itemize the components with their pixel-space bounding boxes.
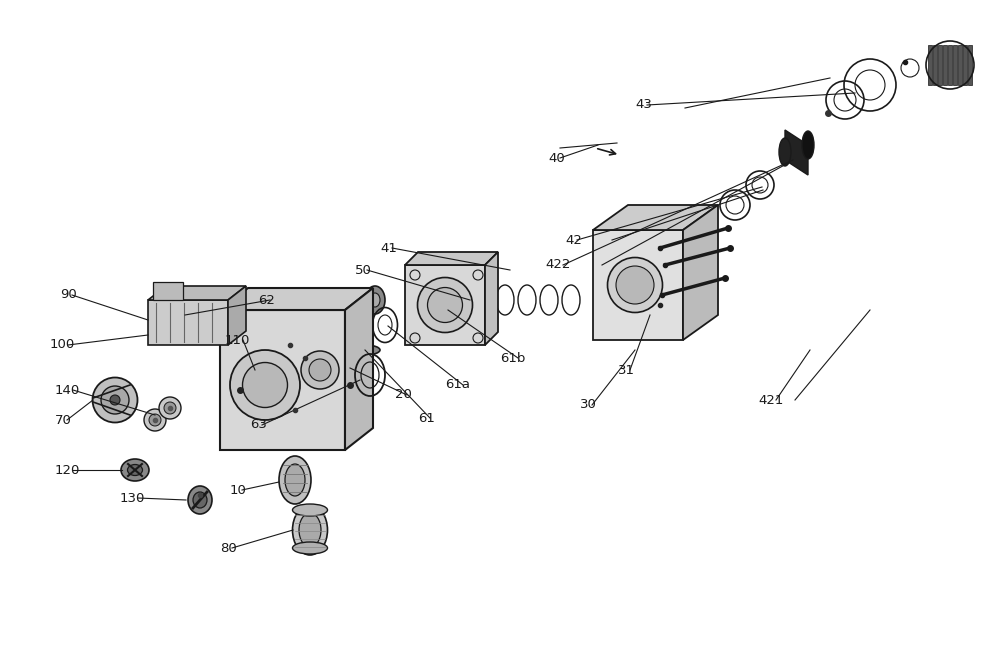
Polygon shape bbox=[220, 288, 373, 310]
Polygon shape bbox=[228, 286, 246, 345]
Ellipse shape bbox=[149, 414, 161, 426]
Polygon shape bbox=[220, 310, 345, 450]
Polygon shape bbox=[683, 205, 718, 340]
Text: 20: 20 bbox=[395, 389, 412, 402]
Ellipse shape bbox=[285, 464, 305, 496]
Ellipse shape bbox=[230, 350, 300, 420]
Text: 422: 422 bbox=[545, 258, 570, 271]
Text: 40: 40 bbox=[548, 151, 565, 164]
Polygon shape bbox=[938, 45, 942, 85]
Polygon shape bbox=[148, 286, 246, 300]
Ellipse shape bbox=[164, 402, 176, 414]
Polygon shape bbox=[953, 45, 957, 85]
Ellipse shape bbox=[365, 286, 385, 314]
Ellipse shape bbox=[292, 505, 328, 555]
Text: 43: 43 bbox=[635, 99, 652, 112]
Text: 31: 31 bbox=[618, 363, 635, 376]
Text: 90: 90 bbox=[60, 289, 77, 302]
Text: 100: 100 bbox=[50, 339, 75, 352]
Polygon shape bbox=[928, 45, 932, 85]
Text: 130: 130 bbox=[120, 491, 145, 504]
Text: 80: 80 bbox=[220, 541, 237, 554]
Text: 50: 50 bbox=[355, 263, 372, 276]
Text: 63: 63 bbox=[250, 419, 267, 432]
Ellipse shape bbox=[159, 397, 181, 419]
Text: 30: 30 bbox=[580, 398, 597, 411]
Text: 61a: 61a bbox=[445, 378, 470, 391]
Ellipse shape bbox=[301, 351, 339, 389]
Ellipse shape bbox=[279, 456, 311, 504]
Ellipse shape bbox=[428, 288, 462, 323]
Text: 110: 110 bbox=[225, 334, 250, 347]
Text: 62: 62 bbox=[258, 293, 275, 306]
Text: 61b: 61b bbox=[500, 352, 525, 365]
Polygon shape bbox=[485, 252, 498, 345]
Ellipse shape bbox=[418, 278, 473, 332]
Polygon shape bbox=[153, 282, 183, 300]
Ellipse shape bbox=[299, 513, 321, 547]
Polygon shape bbox=[405, 265, 485, 345]
Text: 120: 120 bbox=[55, 463, 80, 476]
Polygon shape bbox=[405, 252, 498, 265]
Ellipse shape bbox=[92, 378, 138, 422]
Ellipse shape bbox=[193, 492, 207, 508]
Text: 70: 70 bbox=[55, 413, 72, 426]
Ellipse shape bbox=[144, 409, 166, 431]
Ellipse shape bbox=[309, 359, 331, 381]
Polygon shape bbox=[933, 45, 937, 85]
Text: 42: 42 bbox=[565, 234, 582, 247]
Text: 140: 140 bbox=[55, 384, 80, 397]
Polygon shape bbox=[148, 300, 228, 345]
Ellipse shape bbox=[292, 542, 328, 554]
Polygon shape bbox=[345, 288, 373, 450]
Polygon shape bbox=[968, 45, 972, 85]
Text: 421: 421 bbox=[758, 393, 783, 406]
Ellipse shape bbox=[802, 131, 814, 159]
Ellipse shape bbox=[101, 386, 129, 414]
Text: 10: 10 bbox=[230, 484, 247, 496]
Polygon shape bbox=[593, 205, 718, 230]
Ellipse shape bbox=[121, 459, 149, 481]
Polygon shape bbox=[943, 45, 947, 85]
Polygon shape bbox=[963, 45, 967, 85]
Ellipse shape bbox=[292, 504, 328, 516]
Ellipse shape bbox=[370, 293, 380, 307]
Ellipse shape bbox=[608, 258, 662, 313]
Ellipse shape bbox=[128, 465, 143, 476]
Ellipse shape bbox=[242, 363, 288, 408]
Polygon shape bbox=[948, 45, 952, 85]
Polygon shape bbox=[958, 45, 962, 85]
Ellipse shape bbox=[188, 486, 212, 514]
Ellipse shape bbox=[779, 138, 791, 166]
Ellipse shape bbox=[350, 345, 380, 355]
Polygon shape bbox=[593, 230, 683, 340]
Text: 41: 41 bbox=[380, 241, 397, 254]
Ellipse shape bbox=[110, 395, 120, 405]
Ellipse shape bbox=[616, 266, 654, 304]
Polygon shape bbox=[785, 130, 808, 175]
Text: 61: 61 bbox=[418, 411, 435, 424]
